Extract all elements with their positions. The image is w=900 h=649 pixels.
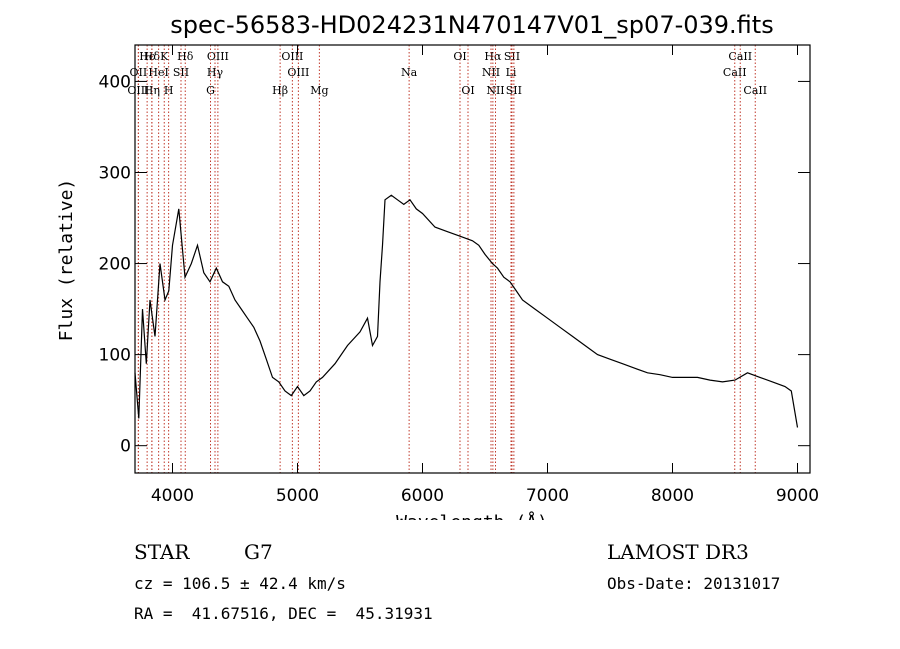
y-tick-label-3: 300 xyxy=(99,163,131,183)
line-label-26: CaII xyxy=(728,50,752,63)
line-label-6: HeI xyxy=(148,66,168,79)
y-axis-label: Flux (relative) xyxy=(56,179,77,342)
line-label-2: OIII xyxy=(127,84,149,97)
line-label-1: OII xyxy=(130,66,148,79)
spectrum-line xyxy=(134,194,799,428)
line-label-23: Li xyxy=(506,66,517,79)
line-label-8: Hη xyxy=(144,84,160,97)
line-label-13: OIII xyxy=(281,50,303,63)
line-label-28: CaII xyxy=(743,84,767,97)
chart-title: spec-56583-HD024231N470147V01_sp07-039.f… xyxy=(170,11,773,39)
line-label-7: SII xyxy=(173,66,189,79)
line-label-20: Hα xyxy=(484,50,502,63)
coordinates: RA = 41.67516, DEC = 45.31931 xyxy=(134,604,433,623)
y-tick-label-4: 400 xyxy=(99,72,131,92)
x-tick-label-3: 7000 xyxy=(526,486,569,506)
line-label-10: OIII xyxy=(207,50,229,63)
line-label-15: Hβ xyxy=(272,84,288,97)
axis-ticks: 4000 5000 6000 7000 8000 9000 0 100 200 300 400 xyxy=(99,45,819,506)
redshift-info: cz = 106.5 ± 42.4 km/s xyxy=(134,574,346,593)
line-label-11: Hγ xyxy=(207,66,224,79)
x-tick-label-5: 9000 xyxy=(776,486,819,506)
plot-frame xyxy=(134,44,811,474)
x-axis-label: Wavelength (Å) xyxy=(396,511,548,520)
line-label-12: G xyxy=(206,84,215,97)
object-class: STAR xyxy=(134,540,190,564)
line-label-18: OI xyxy=(453,50,466,63)
line-label-14: OIII xyxy=(287,66,309,79)
x-tick-label-1: 5000 xyxy=(276,486,319,506)
line-label-27: CaII xyxy=(723,66,747,79)
line-label-16: Mg xyxy=(310,84,328,97)
obs-date: Obs-Date: 20131017 xyxy=(607,574,781,593)
line-label-24: NII xyxy=(486,84,504,97)
survey-name: LAMOST DR3 xyxy=(607,540,749,564)
y-tick-label-0: 0 xyxy=(120,437,131,457)
line-label-22: NII xyxy=(482,66,500,79)
spectrum-chart: spec-56583-HD024231N470147V01_sp07-039.f… xyxy=(56,11,819,520)
line-label-5: H xyxy=(164,84,174,97)
y-tick-label-2: 200 xyxy=(99,255,131,275)
y-tick-label-1: 100 xyxy=(99,346,131,366)
line-label-4: K xyxy=(160,50,169,63)
line-label-19: OI xyxy=(461,84,474,97)
line-label-9: Hδ xyxy=(177,50,194,63)
x-tick-label-0: 4000 xyxy=(151,486,194,506)
x-tick-label-4: 8000 xyxy=(651,486,694,506)
line-label-25: SII xyxy=(506,84,522,97)
line-label-17: Na xyxy=(401,66,418,79)
subclass: G7 xyxy=(244,540,273,564)
line-label-21: SII xyxy=(504,50,520,63)
x-tick-label-2: 6000 xyxy=(401,486,444,506)
line-label-0: Hϵ xyxy=(139,50,155,63)
